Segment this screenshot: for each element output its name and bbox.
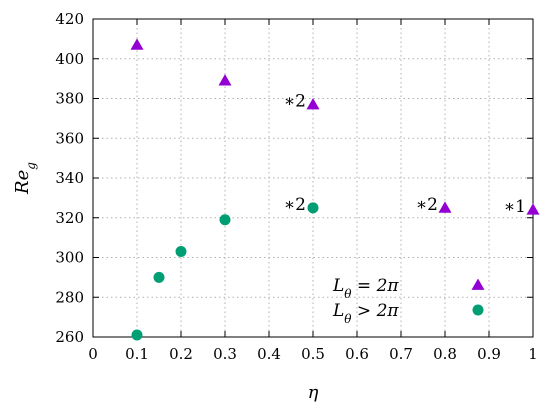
x-tick-label: 0.1 bbox=[125, 345, 149, 363]
circle-point bbox=[153, 271, 165, 283]
triangle-point bbox=[306, 97, 320, 110]
x-tick-label: 0.7 bbox=[389, 345, 413, 363]
circle-point bbox=[131, 329, 143, 341]
legend-label: Lθ > 2π bbox=[332, 301, 399, 326]
annotation-label: ∗2 bbox=[284, 91, 306, 111]
y-tick-label: 300 bbox=[55, 249, 84, 267]
legend-marker bbox=[471, 278, 485, 290]
triangle-point bbox=[526, 203, 540, 215]
y-axis-label: Reg bbox=[12, 162, 38, 195]
circle-point bbox=[219, 214, 231, 226]
data-points bbox=[130, 38, 540, 341]
tick-labels: 0 0.1 0.2 0.3 0.4 0.5 0.6 0.7 0.8 0.9 1 260 280 300 32… bbox=[55, 10, 537, 363]
x-axis-label: η bbox=[308, 382, 319, 403]
legend-marker bbox=[472, 304, 484, 316]
y-tick-label: 380 bbox=[55, 90, 84, 108]
x-tick-label: 0.4 bbox=[257, 345, 281, 363]
y-tick-label: 320 bbox=[55, 209, 84, 227]
x-tick-label: 0.8 bbox=[433, 345, 457, 363]
y-tick-label: 260 bbox=[55, 328, 84, 346]
annotations: ∗2 ∗2 ∗2 ∗1 bbox=[284, 91, 526, 216]
x-tick-label: 0 bbox=[88, 345, 98, 363]
annotation-label: ∗2 bbox=[416, 195, 438, 215]
annotation-label: ∗1 bbox=[504, 197, 526, 217]
x-tick-label: 0.2 bbox=[169, 345, 193, 363]
circle-point bbox=[307, 202, 319, 214]
plot-frame bbox=[92, 18, 534, 338]
x-tick-label: 0.6 bbox=[345, 345, 369, 363]
y-tick-label: 280 bbox=[55, 288, 84, 306]
x-tick-label: 1 bbox=[528, 345, 538, 363]
x-tick-label: 0.5 bbox=[301, 345, 325, 363]
triangle-point bbox=[130, 38, 144, 50]
y-tick-label: 420 bbox=[55, 10, 84, 28]
triangle-point bbox=[218, 74, 232, 86]
annotation-label: ∗2 bbox=[284, 195, 306, 215]
x-tick-label: 0.3 bbox=[213, 345, 237, 363]
x-tick-label: 0.9 bbox=[477, 345, 501, 363]
y-tick-label: 340 bbox=[55, 169, 84, 187]
y-tick-label: 360 bbox=[55, 129, 84, 147]
circle-point bbox=[175, 246, 187, 258]
legend-label: Lθ = 2π bbox=[332, 276, 399, 301]
y-tick-label: 400 bbox=[55, 50, 84, 68]
triangle-point bbox=[438, 201, 452, 213]
grid bbox=[93, 19, 533, 337]
